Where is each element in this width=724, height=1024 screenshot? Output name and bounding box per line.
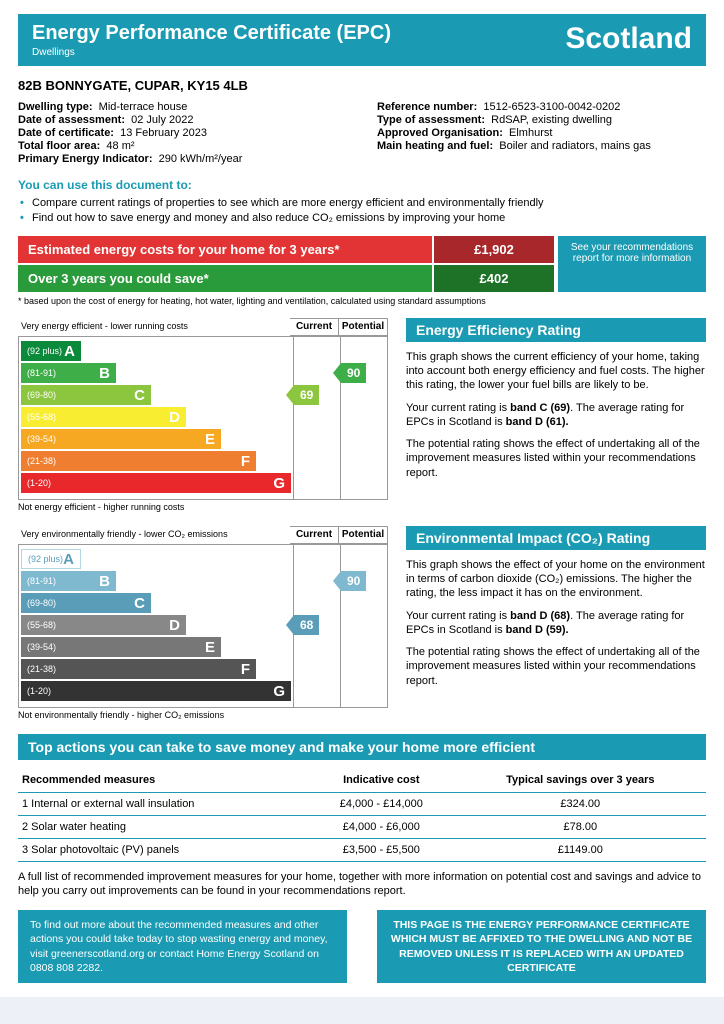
col-potential: Potential <box>339 318 388 336</box>
eff-potential-col: 90 <box>341 336 388 500</box>
rating-band: (55-68)D <box>21 615 291 636</box>
detail-row: Total floor area: 48 m² <box>18 140 347 152</box>
eff-p2: Your current rating is band C (69). The … <box>406 401 706 430</box>
bottom-boxes: To find out more about the recommended m… <box>18 910 706 983</box>
header: Energy Performance Certificate (EPC) Dwe… <box>18 14 706 66</box>
doc-title: Energy Performance Certificate (EPC) <box>32 22 391 45</box>
cost-summary: Estimated energy costs for your home for… <box>18 236 706 292</box>
cost-label-2: Over 3 years you could save* <box>18 265 432 292</box>
env-current-col: 68 <box>294 544 341 708</box>
cost-value-2: £402 <box>434 265 554 292</box>
details-right: Reference number: 1512-6523-3100-0042-02… <box>377 101 706 166</box>
bullet-item: Compare current ratings of properties to… <box>18 196 706 211</box>
rating-band: (81-91)B <box>21 571 291 592</box>
col-current: Current <box>290 318 339 336</box>
detail-row: Type of assessment: RdSAP, existing dwel… <box>377 114 706 126</box>
eff-title: Energy Efficiency Rating <box>406 318 706 342</box>
env-title: Environmental Impact (CO₂) Rating <box>406 526 706 550</box>
epc-page: Energy Performance Certificate (EPC) Dwe… <box>0 0 724 997</box>
info-box-right: THIS PAGE IS THE ENERGY PERFORMANCE CERT… <box>377 910 706 983</box>
detail-row: Date of certificate: 13 February 2023 <box>18 127 347 139</box>
actions-header: Recommended measures <box>18 768 308 793</box>
rating-band: (39-54)E <box>21 637 291 658</box>
detail-row: Primary Energy Indicator: 290 kWh/m²/yea… <box>18 153 347 165</box>
eff-current-col: 69 <box>294 336 341 500</box>
rating-arrow: 69 <box>286 385 319 405</box>
rating-arrow: 90 <box>333 571 366 591</box>
detail-row: Dwelling type: Mid-terrace house <box>18 101 347 113</box>
eff-p3: The potential rating shows the effect of… <box>406 437 706 480</box>
actions-header: Typical savings over 3 years <box>455 768 706 793</box>
rating-band: (92 plus)A <box>21 341 291 362</box>
detail-row: Date of assessment: 02 July 2022 <box>18 114 347 126</box>
actions-row: 1 Internal or external wall insulation£4… <box>18 792 706 815</box>
rating-band: (81-91)B <box>21 363 291 384</box>
eff-text: Energy Efficiency Rating This graph show… <box>406 318 706 512</box>
actions-row: 3 Solar photovoltaic (PV) panels£3,500 -… <box>18 838 706 861</box>
env-potential-col: 90 <box>341 544 388 708</box>
cost-value-1: £1,902 <box>434 236 554 263</box>
env-bars: (92 plus)A(81-91)B(69-80)C(55-68)D(39-54… <box>18 544 294 708</box>
rating-band: (1-20)G <box>21 681 291 702</box>
header-left: Energy Performance Certificate (EPC) Dwe… <box>32 22 391 58</box>
rating-band: (69-80)C <box>21 385 291 406</box>
actions-header: Indicative cost <box>308 768 455 793</box>
detail-row: Approved Organisation: Elmhurst <box>377 127 706 139</box>
actions-table: Recommended measuresIndicative costTypic… <box>18 768 706 862</box>
rating-band: (21-38)F <box>21 451 291 472</box>
detail-row: Reference number: 1512-6523-3100-0042-02… <box>377 101 706 113</box>
cost-sidebar: See your recommendations report for more… <box>556 236 706 292</box>
env-p3: The potential rating shows the effect of… <box>406 645 706 688</box>
actions-title: Top actions you can take to save money a… <box>18 734 706 760</box>
usedoc-bullets: Compare current ratings of properties to… <box>18 196 706 226</box>
usedoc-heading: You can use this document to: <box>18 178 706 192</box>
env-chart: Very environmentally friendly - lower CO… <box>18 526 388 720</box>
region-label: Scotland <box>565 22 692 56</box>
details-left: Dwelling type: Mid-terrace houseDate of … <box>18 101 347 166</box>
env-p2: Your current rating is band D (68). The … <box>406 609 706 638</box>
rating-band: (21-38)F <box>21 659 291 680</box>
rating-band: (1-20)G <box>21 473 291 494</box>
cost-footnote: * based upon the cost of energy for heat… <box>18 296 706 306</box>
eff-top-label: Very energy efficient - lower running co… <box>18 318 290 334</box>
rating-band: (55-68)D <box>21 407 291 428</box>
rating-band: (92 plus)A <box>21 549 291 570</box>
rating-arrow: 68 <box>286 615 319 635</box>
detail-row: Main heating and fuel: Boiler and radiat… <box>377 140 706 152</box>
eff-bottom-label: Not energy efficient - higher running co… <box>18 502 388 512</box>
env-text: Environmental Impact (CO₂) Rating This g… <box>406 526 706 720</box>
col-potential-2: Potential <box>339 526 388 544</box>
bullet-item: Find out how to save energy and money an… <box>18 211 706 226</box>
actions-row: 2 Solar water heating£4,000 - £6,000£78.… <box>18 815 706 838</box>
env-row: Very environmentally friendly - lower CO… <box>18 526 706 720</box>
env-top-label: Very environmentally friendly - lower CO… <box>18 526 290 542</box>
eff-chart: Very energy efficient - lower running co… <box>18 318 388 512</box>
env-bottom-label: Not environmentally friendly - higher CO… <box>18 710 388 720</box>
col-current-2: Current <box>290 526 339 544</box>
rating-band: (39-54)E <box>21 429 291 450</box>
details-block: Dwelling type: Mid-terrace houseDate of … <box>18 101 706 166</box>
eff-p1: This graph shows the current efficiency … <box>406 350 706 393</box>
cost-label-1: Estimated energy costs for your home for… <box>18 236 432 263</box>
rating-arrow: 90 <box>333 363 366 383</box>
rating-band: (69-80)C <box>21 593 291 614</box>
info-box-left: To find out more about the recommended m… <box>18 910 347 983</box>
property-address: 82B BONNYGATE, CUPAR, KY15 4LB <box>18 78 706 93</box>
actions-note: A full list of recommended improvement m… <box>18 870 706 899</box>
doc-subtitle: Dwellings <box>32 47 391 58</box>
eff-bars: (92 plus)A(81-91)B(69-80)C(55-68)D(39-54… <box>18 336 294 500</box>
eff-row: Very energy efficient - lower running co… <box>18 318 706 512</box>
env-p1: This graph shows the effect of your home… <box>406 558 706 601</box>
